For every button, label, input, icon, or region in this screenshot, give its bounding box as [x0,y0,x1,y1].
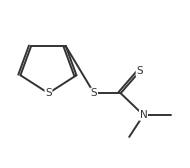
Text: S: S [136,66,143,76]
Text: S: S [45,88,52,98]
Text: N: N [140,110,147,120]
Text: S: S [91,88,97,98]
